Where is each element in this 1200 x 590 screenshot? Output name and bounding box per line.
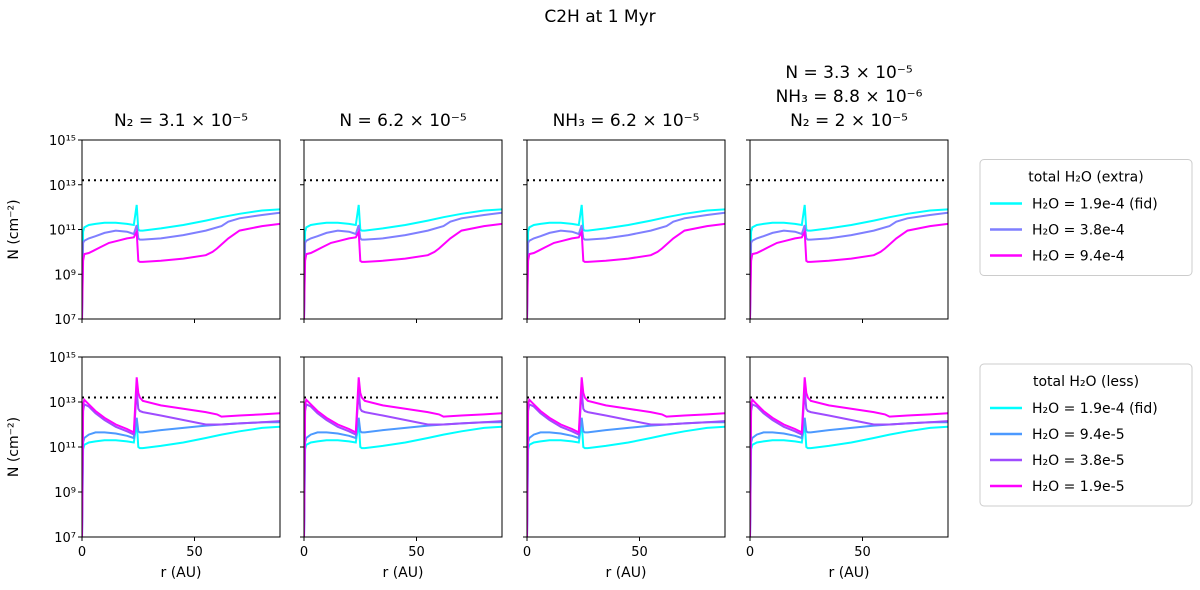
series-line-3 xyxy=(527,222,725,319)
x-axis-label: r (AU) xyxy=(161,565,202,581)
y-tick-label: 10⁹ xyxy=(54,486,76,501)
legend-entry: H₂O = 9.4e-4 xyxy=(1032,249,1125,265)
series-line-1 xyxy=(82,422,280,537)
series-line-2 xyxy=(304,417,502,537)
series-line-2 xyxy=(750,211,948,319)
series-line-4 xyxy=(82,377,280,537)
legend-entry: H₂O = 9.4e-5 xyxy=(1032,427,1125,443)
column-title-line: N = 3.3 × 10⁻⁵ xyxy=(785,63,912,83)
y-tick-label: 10¹⁵ xyxy=(49,134,76,149)
series-line-3 xyxy=(82,222,280,319)
series-line-4 xyxy=(750,377,948,537)
y-tick-label: 10¹³ xyxy=(49,396,76,411)
series-line-1 xyxy=(527,204,725,319)
y-tick-label: 10¹¹ xyxy=(49,441,76,456)
column-title-line: N₂ = 2 × 10⁻⁵ xyxy=(790,111,908,131)
panel-frame xyxy=(81,356,281,538)
panel-r1-c3: NH₃ = 6.2 × 10⁻⁵ xyxy=(523,111,726,323)
y-axis-label: N (cm⁻²) xyxy=(6,417,22,477)
panel-r1-c4: N = 3.3 × 10⁻⁵ NH₃ = 8.8 × 10⁻⁶ N₂ = 2 × 1… xyxy=(746,63,949,323)
y-tick-label: 10¹⁵ xyxy=(49,351,76,366)
series-line-3 xyxy=(527,390,725,537)
panel-frame xyxy=(526,139,726,320)
series-line-3 xyxy=(82,390,280,537)
legend-title: total H₂O (extra) xyxy=(1028,170,1143,186)
y-tick-label: 10⁷ xyxy=(54,531,76,546)
y-tick-label: 10⁷ xyxy=(54,313,76,328)
legend-row-2: total H₂O (less) H₂O = 1.9e-4 (fid) H₂O = … xyxy=(979,363,1193,507)
panel-frame xyxy=(303,356,503,538)
series-line-1 xyxy=(304,204,502,319)
x-axis-label: r (AU) xyxy=(606,565,647,581)
y-tick-label: 10⁹ xyxy=(54,268,76,283)
series-line-3 xyxy=(304,222,502,319)
legend-entry: H₂O = 1.9e-5 xyxy=(1032,479,1125,495)
column-title-line: NH₃ = 6.2 × 10⁻⁵ xyxy=(553,111,700,131)
column-title-line: N = 6.2 × 10⁻⁵ xyxy=(339,111,466,131)
x-tick-label: 50 xyxy=(186,545,203,560)
column-title-line: N₂ = 3.1 × 10⁻⁵ xyxy=(114,111,248,131)
series-line-1 xyxy=(304,422,502,537)
series-line-2 xyxy=(750,417,948,537)
column-title-line: NH₃ = 8.8 × 10⁻⁶ xyxy=(776,87,923,107)
panel-r2-c2: 0 50 r (AU) xyxy=(300,356,503,581)
series-line-2 xyxy=(527,417,725,537)
series-line-4 xyxy=(527,377,725,537)
series-line-2 xyxy=(82,211,280,319)
series-line-1 xyxy=(750,204,948,319)
x-axis-label: r (AU) xyxy=(383,565,424,581)
legend-frame xyxy=(979,159,1193,276)
panel-r2-c4: 0 50 r (AU) xyxy=(746,356,949,581)
legend-entry: H₂O = 3.8e-5 xyxy=(1032,453,1125,469)
y-tick-label: 10¹³ xyxy=(49,179,76,194)
series-line-2 xyxy=(527,211,725,319)
panel-r2-c1: 10⁷ 10⁹ 10¹¹ 10¹³ 10¹⁵ 0 50 r (AU) N (cm⁻²) xyxy=(6,351,281,581)
x-tick-label: 50 xyxy=(854,545,871,560)
series-line-3 xyxy=(304,390,502,537)
legend-frame xyxy=(979,363,1193,507)
legend-entry: H₂O = 1.9e-4 (fid) xyxy=(1032,401,1158,417)
panel-frame xyxy=(303,139,503,320)
series-line-3 xyxy=(750,390,948,537)
x-axis-label: r (AU) xyxy=(829,565,870,581)
panel-frame xyxy=(749,356,949,538)
y-axis-label: N (cm⁻²) xyxy=(6,199,22,259)
series-line-4 xyxy=(304,377,502,537)
panel-r1-c2: N = 6.2 × 10⁻⁵ xyxy=(300,111,503,323)
panel-frame xyxy=(749,139,949,320)
series-line-1 xyxy=(82,204,280,319)
series-line-2 xyxy=(304,211,502,319)
x-tick-label: 0 xyxy=(78,545,86,560)
y-tick-label: 10¹¹ xyxy=(49,224,76,239)
series-line-3 xyxy=(750,222,948,319)
legends: total H₂O (extra) H₂O = 1.9e-4 (fid) H₂O =… xyxy=(979,159,1193,507)
series-line-1 xyxy=(750,422,948,537)
panel-frame xyxy=(81,139,281,320)
x-tick-label: 50 xyxy=(631,545,648,560)
panel-r1-c1: 10⁷ 10⁹ 10¹¹ 10¹³ 10¹⁵ N (cm⁻²) N₂ = 3.1 × 10⁻… xyxy=(6,111,281,328)
series-line-1 xyxy=(527,422,725,537)
figure-title: C2H at 1 Myr xyxy=(544,7,655,27)
legend-title: total H₂O (less) xyxy=(1033,374,1139,390)
x-tick-label: 0 xyxy=(300,545,308,560)
x-tick-label: 50 xyxy=(408,545,425,560)
panel-grid: 10⁷ 10⁹ 10¹¹ 10¹³ 10¹⁵ N (cm⁻²) N₂ = 3.1 × 10⁻… xyxy=(6,63,949,581)
x-tick-label: 0 xyxy=(746,545,754,560)
panel-r2-c3: 0 50 r (AU) xyxy=(523,356,726,581)
series-line-2 xyxy=(82,417,280,537)
legend-entry: H₂O = 1.9e-4 (fid) xyxy=(1032,197,1158,213)
legend-row-1: total H₂O (extra) H₂O = 1.9e-4 (fid) H₂O =… xyxy=(979,159,1193,276)
x-tick-label: 0 xyxy=(523,545,531,560)
panel-frame xyxy=(526,356,726,538)
legend-entry: H₂O = 3.8e-4 xyxy=(1032,223,1125,239)
